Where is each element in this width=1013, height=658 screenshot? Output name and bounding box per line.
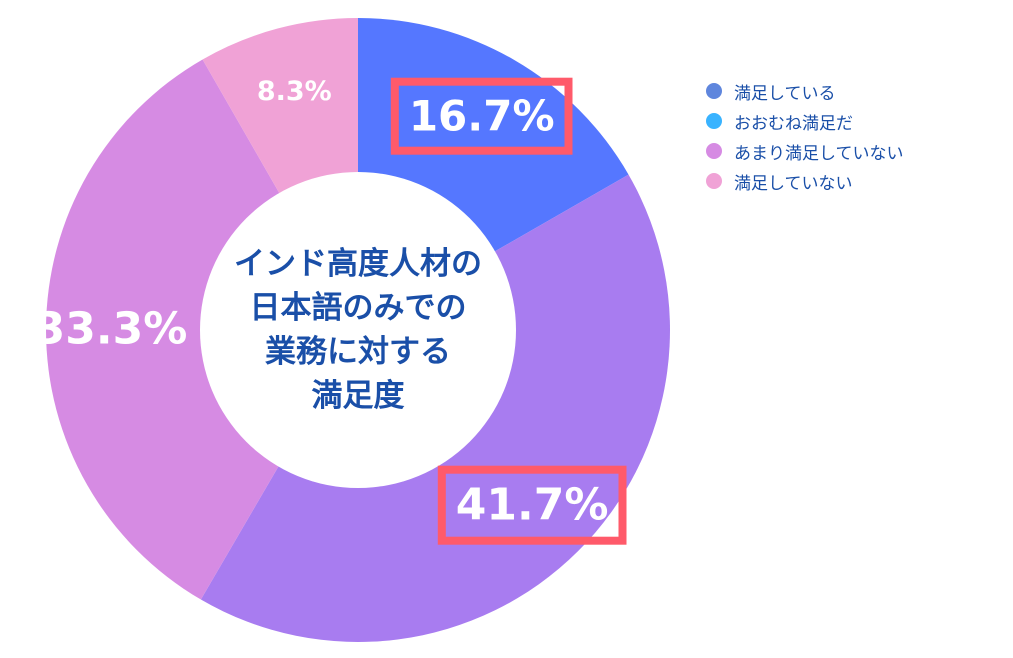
legend-label: 満足している [734, 83, 836, 104]
legend-label: 満足していない [734, 173, 853, 194]
legend-item[interactable]: 満足している [706, 76, 904, 106]
center-title-line-2: 日本語のみでの [250, 290, 467, 326]
legend: 満足している おおむね満足だ あまり満足していない 満足していない [706, 76, 904, 196]
center-title-line-4: 満足度 [312, 378, 405, 414]
center-title: インド高度人材の 日本語のみでの 業務に対する 満足度 [234, 246, 482, 414]
legend-swatch [706, 83, 722, 99]
donut-hole [200, 172, 516, 488]
legend-label: おおむね満足だ [734, 113, 853, 134]
legend-item[interactable]: あまり満足していない [706, 136, 904, 166]
highlight-frame [390, 77, 573, 155]
labels-layer: 16.7% 41.7% 33.3% 8.3% [35, 76, 627, 545]
legend-swatch [706, 113, 722, 129]
legend-swatch [706, 173, 722, 189]
legend-swatch [706, 143, 722, 159]
highlight-frame [437, 465, 627, 545]
legend-label: あまり満足していない [734, 143, 904, 164]
legend-item[interactable]: おおむね満足だ [706, 106, 904, 136]
legend-item[interactable]: 満足していない [706, 166, 904, 196]
slice-label: 16.7% [409, 92, 555, 141]
slice-label: 8.3% [257, 76, 332, 107]
slice-label: 41.7% [456, 480, 609, 531]
center-title-line-1: インド高度人材の [234, 246, 482, 282]
slice-label: 33.3% [35, 304, 188, 355]
center-title-line-3: 業務に対する [265, 334, 451, 370]
